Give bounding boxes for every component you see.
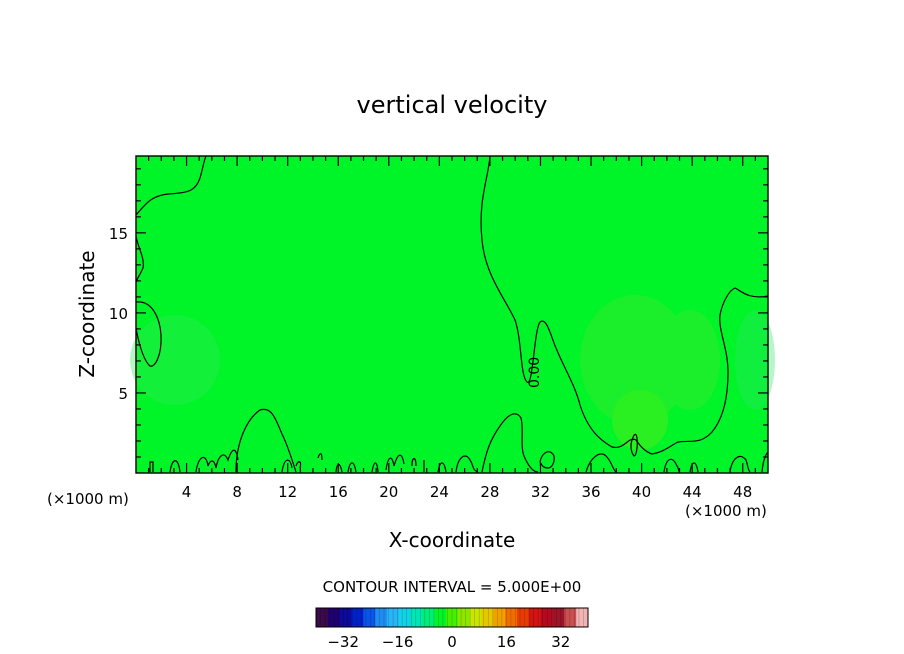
x-tick-label: 4: [182, 483, 192, 501]
x-tick-label: 8: [232, 483, 242, 501]
colorbar-swatch: [351, 608, 364, 627]
y-tick-label: 5: [118, 385, 128, 403]
y-axis-label: Z-coordinate: [75, 250, 99, 377]
colorbar-swatch: [457, 608, 471, 627]
x-axis-label: X-coordinate: [389, 528, 516, 552]
x-unit-left: (×1000 m): [47, 490, 129, 508]
colorbar-swatch: [410, 608, 423, 627]
y-tick-label: 15: [109, 225, 128, 243]
contour-blob-40: [630, 433, 638, 457]
colorbar-swatch: [422, 608, 435, 627]
contour-lines: [135, 155, 769, 473]
contour-bumps-left: [149, 449, 239, 473]
colorbar-tick-label: −32: [327, 633, 359, 651]
colorbar-tick-label: 0: [447, 633, 457, 651]
x-unit-right: (×1000 m): [685, 502, 767, 520]
colorbar-swatch: [375, 608, 388, 627]
x-tick-label: 16: [329, 483, 348, 501]
colorbar-swatch: [493, 608, 506, 627]
contour-bump-10: [235, 408, 297, 473]
colorbar-swatch: [327, 608, 341, 627]
x-tick-label: 32: [531, 483, 550, 501]
colorbar-tick-label: 16: [497, 633, 516, 651]
x-tick-label: 44: [683, 483, 702, 501]
colorbar-swatch: [528, 608, 542, 627]
colorbar-swatch: [398, 608, 412, 627]
plot-area: [136, 156, 768, 473]
colorbar-labels: −32 −16 0 16 32: [327, 633, 570, 651]
colorbar-swatch: [517, 608, 530, 627]
contour-blob-30b: [539, 451, 555, 469]
colorbar-swatch: [434, 608, 447, 627]
x-tick-label: 48: [733, 483, 752, 501]
tick-group: [136, 156, 768, 473]
colorbar-swatch: [564, 608, 577, 627]
x-tick-label: 20: [379, 483, 398, 501]
contour-zero-main: [480, 155, 769, 455]
contour-top-left: [135, 155, 207, 216]
colorbar-swatch: [316, 608, 329, 627]
x-tick-label: 28: [480, 483, 499, 501]
colorbar-tick-label: −16: [382, 633, 414, 651]
colorbar: [315, 607, 589, 628]
contour-left-edge: [135, 235, 144, 284]
colorbar-swatch: [540, 608, 554, 627]
colorbar-swatch: [469, 608, 483, 627]
x-tick-label: 24: [430, 483, 449, 501]
contour-bumps-right: [455, 451, 769, 473]
x-tick-label: 40: [632, 483, 651, 501]
colorbar-tick-label: 32: [551, 633, 570, 651]
colorbar-swatch: [576, 608, 589, 627]
colorbar-swatch: [339, 608, 352, 627]
colorbar-frame: [315, 607, 589, 628]
field-shading: [130, 295, 775, 450]
colorbar-swatch: [505, 608, 518, 627]
chart-title: vertical velocity: [357, 91, 548, 119]
colorbar-swatch: [552, 608, 565, 627]
x-tick-label: 12: [278, 483, 297, 501]
colorbar-swatch: [446, 608, 459, 627]
colorbar-swatch: [481, 608, 494, 627]
colorbar-swatch: [386, 608, 400, 627]
x-tick-label: 36: [581, 483, 600, 501]
colorbar-swatch: [363, 608, 376, 627]
contour-interval: CONTOUR INTERVAL = 5.000E+00: [323, 578, 582, 596]
contour-label: 0.00: [527, 357, 543, 388]
contour-left-lobe: [135, 301, 162, 367]
y-tick-label: 10: [109, 305, 128, 323]
contour-bump-30: [481, 413, 539, 473]
